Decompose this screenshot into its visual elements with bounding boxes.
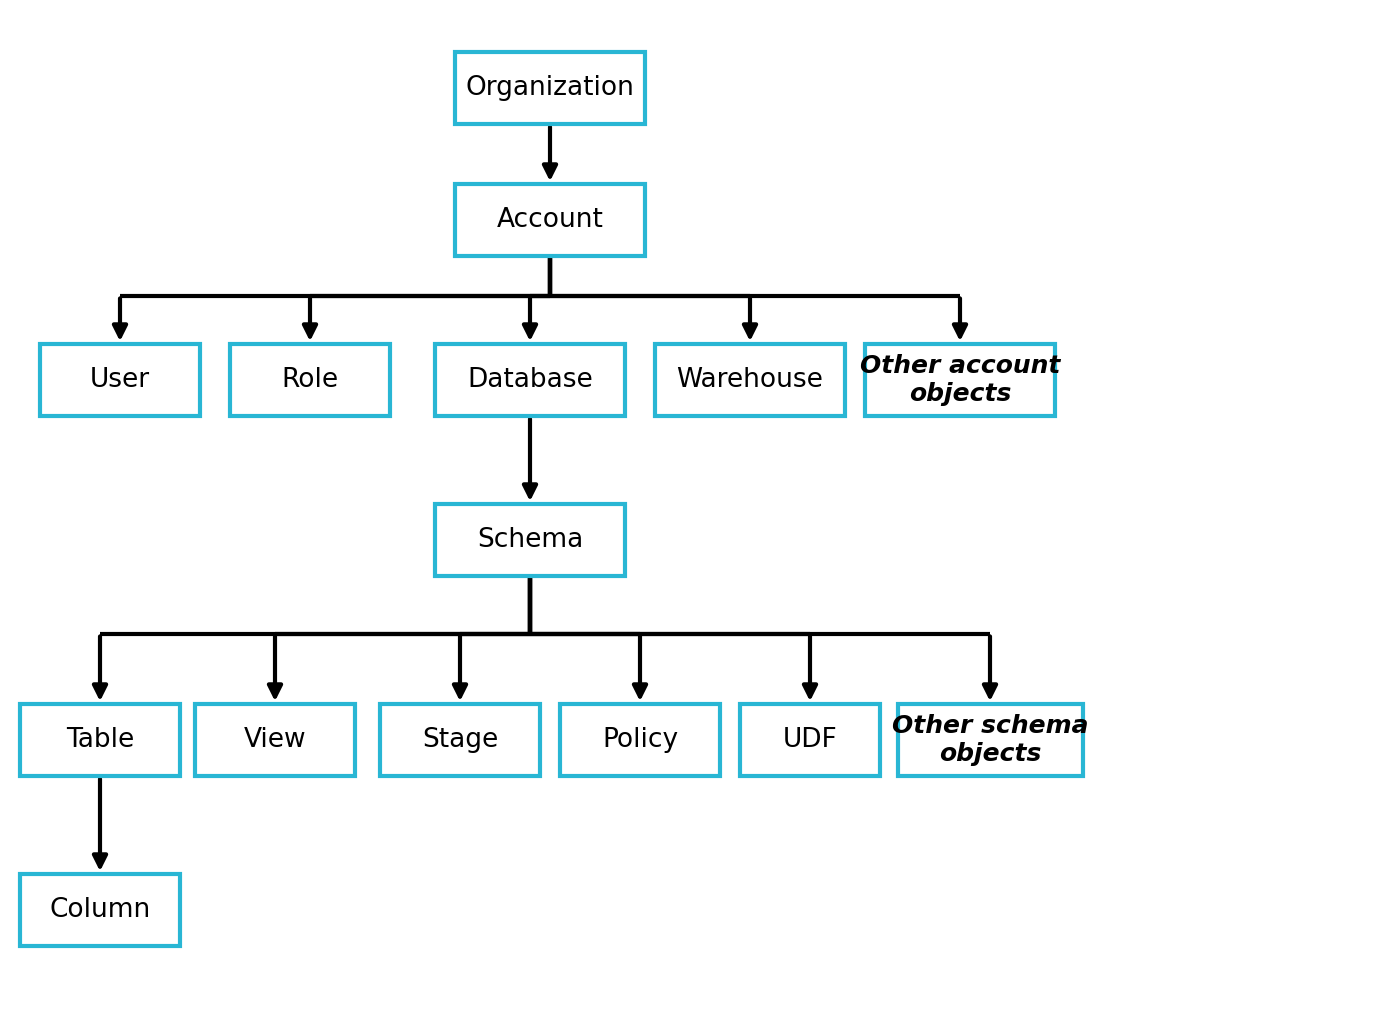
Text: Database: Database [467,367,593,393]
Text: Schema: Schema [477,527,583,553]
Text: Other schema
objects: Other schema objects [892,714,1088,766]
Bar [40,344,200,416]
Bar [194,704,354,776]
Text: Stage: Stage [422,727,498,752]
Bar [655,344,845,416]
Text: User: User [90,367,150,393]
Text: Role: Role [281,367,339,393]
Bar [230,344,390,416]
Bar [560,704,720,776]
Bar [434,344,625,416]
Text: Other account
objects: Other account objects [860,354,1060,406]
Text: Warehouse: Warehouse [677,367,823,393]
Bar [898,704,1083,776]
Bar [741,704,880,776]
Bar [381,704,541,776]
Text: Column: Column [50,897,150,923]
Text: View: View [244,727,306,752]
Text: Account: Account [496,207,604,233]
Bar [434,504,625,576]
Text: Policy: Policy [603,727,678,752]
Bar [21,874,181,946]
Text: Organization: Organization [466,75,634,101]
Text: UDF: UDF [783,727,837,752]
Bar [865,344,1055,416]
Text: Table: Table [66,727,134,752]
Bar [455,52,645,124]
Bar [21,704,181,776]
Bar [455,184,645,256]
